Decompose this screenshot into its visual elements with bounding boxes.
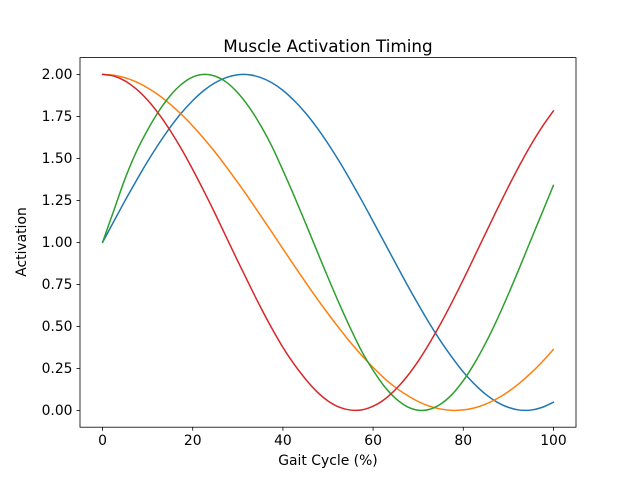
x-tick-label: 100 xyxy=(540,433,567,449)
y-axis-label: Activation xyxy=(14,207,30,277)
y-tick-label: 0.50 xyxy=(42,319,73,335)
x-tick-label: 20 xyxy=(184,433,202,449)
chart-title: Muscle Activation Timing xyxy=(223,36,433,56)
x-axis-label: Gait Cycle (%) xyxy=(278,453,378,469)
line-series-muscle-2-orange xyxy=(101,73,555,412)
line-series-muscle-3-green xyxy=(101,73,555,412)
y-tick-label: 2.00 xyxy=(42,67,73,83)
y-tick-label: 1.50 xyxy=(42,151,73,167)
x-tick-label: 60 xyxy=(364,433,382,449)
y-tick-label: 0.75 xyxy=(42,277,73,293)
x-tick-label: 0 xyxy=(98,433,107,449)
y-tick-label: 1.25 xyxy=(42,193,73,209)
x-tick-label: 40 xyxy=(274,433,292,449)
y-tick-label: 1.75 xyxy=(42,109,73,125)
line-series-muscle-4-red xyxy=(101,73,555,412)
x-tick-label: 80 xyxy=(454,433,472,449)
y-tick-label: 0.00 xyxy=(42,403,73,419)
line-series-muscle-1-blue xyxy=(101,73,555,412)
y-tick-label: 1.00 xyxy=(42,235,73,251)
axes-frame xyxy=(79,57,577,428)
y-tick-label: 0.25 xyxy=(42,361,73,377)
